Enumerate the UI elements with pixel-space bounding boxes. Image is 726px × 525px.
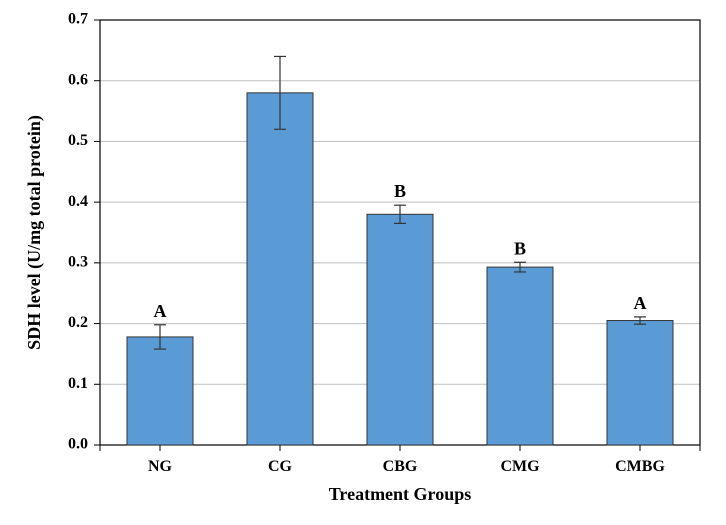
x-tick-label: CG — [268, 458, 293, 475]
y-axis-label: SDH level (U/mg total protein) — [24, 115, 45, 350]
significance-label: A — [154, 301, 167, 321]
bar — [247, 93, 313, 445]
y-tick-label: 0.3 — [68, 254, 88, 271]
y-tick-label: 0.5 — [68, 132, 88, 149]
y-tick-label: 0.0 — [68, 436, 88, 453]
significance-label: B — [394, 181, 406, 201]
x-tick-label: CBG — [383, 458, 418, 475]
x-tick-label: CMG — [500, 458, 540, 475]
significance-label: A — [634, 293, 647, 313]
bar-chart: 0.0 0.1 0.2 0.3 0.4 0.5 0.6 0.7 A NG CG B CBG B CMG A CM… — [0, 0, 726, 525]
bar — [607, 321, 673, 445]
y-tick-label: 0.7 — [68, 11, 88, 28]
y-tick-label: 0.4 — [68, 193, 88, 210]
y-tick-label: 0.2 — [68, 314, 88, 331]
bar — [367, 214, 433, 445]
y-tick-label: 0.6 — [68, 71, 88, 88]
x-tick-label: NG — [148, 458, 173, 475]
x-tick-label: CMBG — [615, 458, 665, 475]
x-axis-label: Treatment Groups — [329, 484, 472, 504]
bar — [487, 267, 553, 445]
chart-svg: 0.0 0.1 0.2 0.3 0.4 0.5 0.6 0.7 A NG CG B CBG B CMG A CM… — [0, 0, 726, 525]
y-tick-label: 0.1 — [68, 375, 88, 392]
bar — [127, 337, 193, 445]
significance-label: B — [514, 238, 526, 258]
